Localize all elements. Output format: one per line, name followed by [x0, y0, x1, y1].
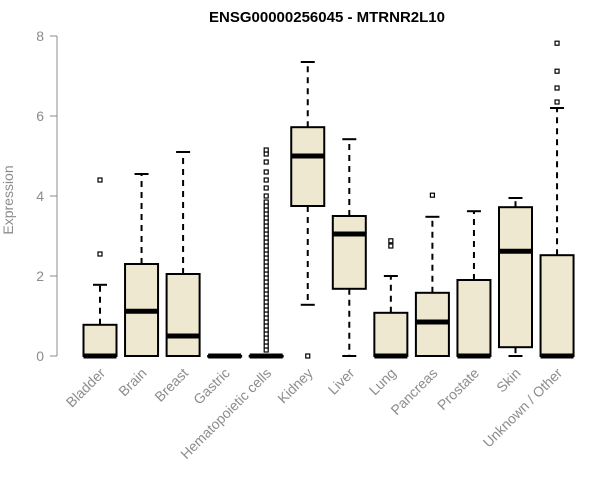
box-lung	[373, 238, 409, 359]
outlier-point	[263, 307, 269, 313]
outlier-point	[263, 291, 269, 297]
box-iqr	[373, 311, 409, 357]
box-hematopoietic-cells	[248, 147, 284, 359]
box-pancreas	[414, 192, 450, 357]
outlier-point	[263, 215, 269, 221]
outlier-point	[263, 247, 269, 253]
y-tick-label: 0	[36, 348, 44, 364]
outlier-point	[554, 40, 560, 46]
outlier-point	[263, 185, 269, 191]
outlier-point	[263, 275, 269, 281]
outlier-point	[429, 192, 435, 198]
box-iqr	[539, 254, 575, 357]
box-iqr	[82, 323, 118, 357]
outlier-point	[263, 311, 269, 317]
outlier-point	[263, 295, 269, 301]
x-label-skin: Skin	[493, 365, 524, 396]
outlier-point	[263, 255, 269, 261]
outlier-point	[305, 353, 311, 359]
box-bladder	[82, 177, 118, 359]
outlier-point	[263, 151, 269, 157]
outlier-point	[263, 303, 269, 309]
x-label-bladder: Bladder	[63, 365, 109, 411]
outlier-point	[263, 251, 269, 257]
outlier-point	[263, 299, 269, 305]
outlier-point	[263, 219, 269, 225]
box-breast	[165, 151, 201, 357]
outlier-point	[263, 315, 269, 321]
outlier-point	[263, 259, 269, 265]
outlier-point	[263, 177, 269, 183]
outlier-point	[263, 263, 269, 269]
outlier-point	[263, 169, 269, 175]
outlier-point	[263, 227, 269, 233]
outlier-point	[263, 207, 269, 213]
outlier-point	[97, 177, 103, 183]
outlier-point	[554, 85, 560, 91]
box-unknown-other	[539, 40, 575, 359]
outlier-point	[554, 99, 560, 105]
outlier-point	[263, 223, 269, 229]
box-liver	[331, 138, 367, 357]
outlier-point	[263, 323, 269, 329]
outlier-point	[263, 159, 269, 165]
outlier-point	[263, 211, 269, 217]
outlier-point	[263, 193, 269, 199]
box-gastric	[207, 353, 243, 359]
y-tick-label: 4	[36, 188, 44, 204]
y-tick-label: 6	[36, 108, 44, 124]
x-label-liver: Liver	[325, 365, 358, 398]
x-label-prostate: Prostate	[434, 365, 482, 413]
outlier-point	[263, 287, 269, 293]
y-axis-label: Expression	[0, 165, 16, 234]
outlier-point	[263, 235, 269, 241]
outlier-point	[263, 267, 269, 273]
outlier-point	[263, 203, 269, 209]
outlier-point	[263, 327, 269, 333]
outlier-point	[388, 243, 394, 249]
box-skin	[498, 197, 533, 357]
box-brain	[124, 173, 160, 357]
outlier-point	[263, 335, 269, 341]
outlier-point	[263, 199, 269, 205]
outlier-point	[263, 343, 269, 349]
box-iqr	[290, 126, 326, 207]
y-tick-label: 2	[36, 268, 44, 284]
outlier-point	[388, 238, 394, 244]
outlier-point	[263, 279, 269, 285]
x-label-breast: Breast	[151, 365, 191, 405]
outlier-point	[263, 339, 269, 345]
y-tick-label: 8	[36, 28, 44, 44]
chart-title: ENSG00000256045 - MTRNR2L10	[209, 9, 445, 26]
x-label-brain: Brain	[115, 365, 149, 399]
box-iqr	[498, 206, 533, 349]
outlier-point	[263, 331, 269, 337]
box-iqr	[456, 279, 492, 357]
outlier-point	[263, 347, 269, 353]
box-series	[82, 40, 575, 359]
outlier-point	[263, 319, 269, 325]
y-axis-ticks: 0 2 4 6 8	[36, 28, 57, 364]
outlier-point	[263, 147, 269, 153]
x-label-lung: Lung	[366, 365, 399, 398]
outlier-point	[263, 271, 269, 277]
box-iqr	[331, 215, 367, 290]
x-label-unknown-other: Unknown / Other	[480, 365, 566, 451]
outlier-point	[263, 243, 269, 249]
box-kidney	[290, 61, 326, 359]
x-label-kidney: Kidney	[274, 365, 316, 407]
outlier-point	[263, 239, 269, 245]
outlier-point	[263, 283, 269, 289]
outlier-point	[554, 68, 560, 74]
outlier-point	[263, 231, 269, 237]
outlier-point	[97, 251, 103, 257]
box-iqr	[165, 273, 201, 357]
box-prostate	[456, 210, 492, 359]
